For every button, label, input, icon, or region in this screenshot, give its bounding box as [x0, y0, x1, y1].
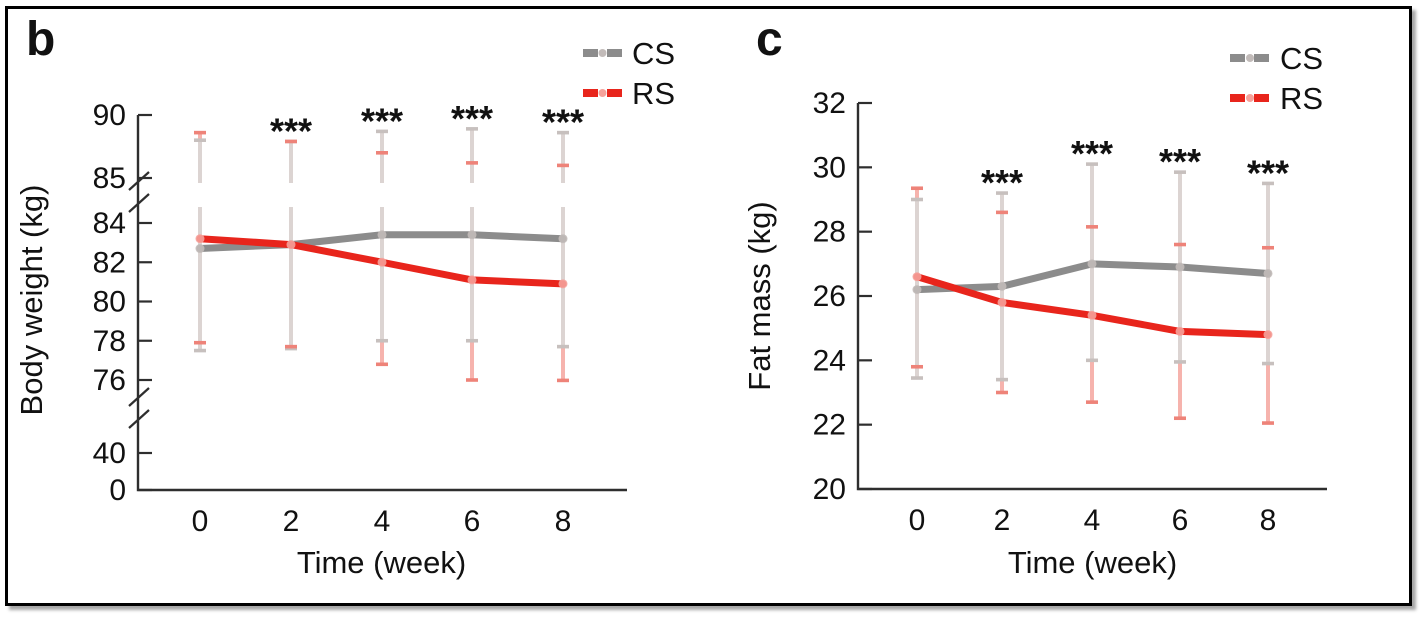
axis-break-slash — [128, 193, 150, 213]
legend-rs-label: RS — [1280, 81, 1323, 116]
significance-stars: *** — [1247, 152, 1289, 193]
x-tick-label: 6 — [464, 505, 481, 538]
x-tick-label: 4 — [374, 505, 391, 538]
legend-cs-marker — [1246, 54, 1254, 62]
x-axis-title: Time (week) — [297, 545, 466, 580]
x-tick-label: 2 — [283, 505, 300, 538]
y-axis-title: Body weight (kg) — [14, 185, 49, 416]
cs-marker — [912, 285, 922, 295]
rs-marker — [558, 279, 568, 289]
significance-stars: *** — [451, 98, 493, 139]
x-tick-label: 0 — [909, 504, 926, 537]
rs-marker — [286, 240, 296, 250]
cs-marker — [195, 244, 205, 254]
rs-marker — [912, 272, 922, 282]
figure-border-frame — [5, 6, 1412, 606]
significance-stars: *** — [542, 102, 584, 143]
y-axis-title: Fat mass (kg) — [742, 201, 777, 390]
panel-letter-b: b — [26, 13, 55, 66]
legend-rs-marker — [598, 89, 607, 97]
rs-marker — [195, 234, 205, 244]
y-tick-label: 80 — [93, 286, 126, 319]
x-tick-label: 8 — [555, 505, 572, 538]
cs-marker — [558, 234, 568, 244]
x-axis-title: Time (week) — [1008, 545, 1177, 580]
x-tick-label: 6 — [1172, 504, 1189, 537]
legend-cs-label: CS — [632, 36, 675, 71]
legend-rs-marker — [1246, 94, 1254, 102]
y-tick-label: 40 — [93, 437, 126, 470]
significance-stars: *** — [981, 162, 1023, 203]
rs-marker — [1087, 310, 1097, 320]
y-tick-label: 32 — [813, 87, 846, 120]
y-tick-label: 22 — [813, 409, 846, 442]
legend-rs-label: RS — [632, 76, 675, 111]
axis-break-slash — [128, 171, 150, 191]
cs-marker — [997, 281, 1007, 291]
rs-marker — [467, 275, 477, 285]
y-tick-label: 28 — [813, 216, 846, 249]
y-tick-label: 30 — [813, 151, 846, 184]
significance-stars: *** — [270, 110, 312, 151]
y-tick-label: 76 — [93, 364, 126, 397]
y-tick-label: 82 — [93, 246, 126, 279]
legend-cs-label: CS — [1280, 41, 1323, 76]
significance-stars: *** — [361, 100, 403, 141]
axis-break-slash — [128, 409, 150, 429]
significance-stars: *** — [1159, 141, 1201, 182]
rs-marker — [997, 297, 1007, 307]
y-tick-label: 84 — [93, 207, 126, 240]
rs-marker — [1263, 330, 1273, 340]
x-tick-label: 2 — [994, 504, 1011, 537]
y-tick-label: 26 — [813, 280, 846, 313]
cs-marker — [1087, 259, 1097, 269]
y-tick-label: 0 — [109, 474, 126, 507]
rs-marker — [1175, 326, 1185, 336]
legend-cs-marker — [598, 49, 607, 57]
significance-stars: *** — [1071, 133, 1113, 174]
cs-marker — [377, 230, 387, 240]
panel-letter-c: c — [756, 13, 783, 66]
y-tick-label: 78 — [93, 325, 126, 358]
x-tick-label: 4 — [1084, 504, 1101, 537]
y-tick-label: 85 — [93, 162, 126, 195]
y-tick-label: 24 — [813, 344, 846, 377]
x-tick-label: 0 — [192, 505, 209, 538]
cs-marker — [1175, 262, 1185, 272]
y-tick-label: 90 — [93, 99, 126, 132]
y-tick-label: 20 — [813, 473, 846, 506]
rs-marker — [377, 257, 387, 267]
axis-break-slash — [128, 387, 150, 407]
cs-marker — [1263, 268, 1273, 278]
x-tick-label: 8 — [1260, 504, 1277, 537]
cs-marker — [467, 230, 477, 240]
